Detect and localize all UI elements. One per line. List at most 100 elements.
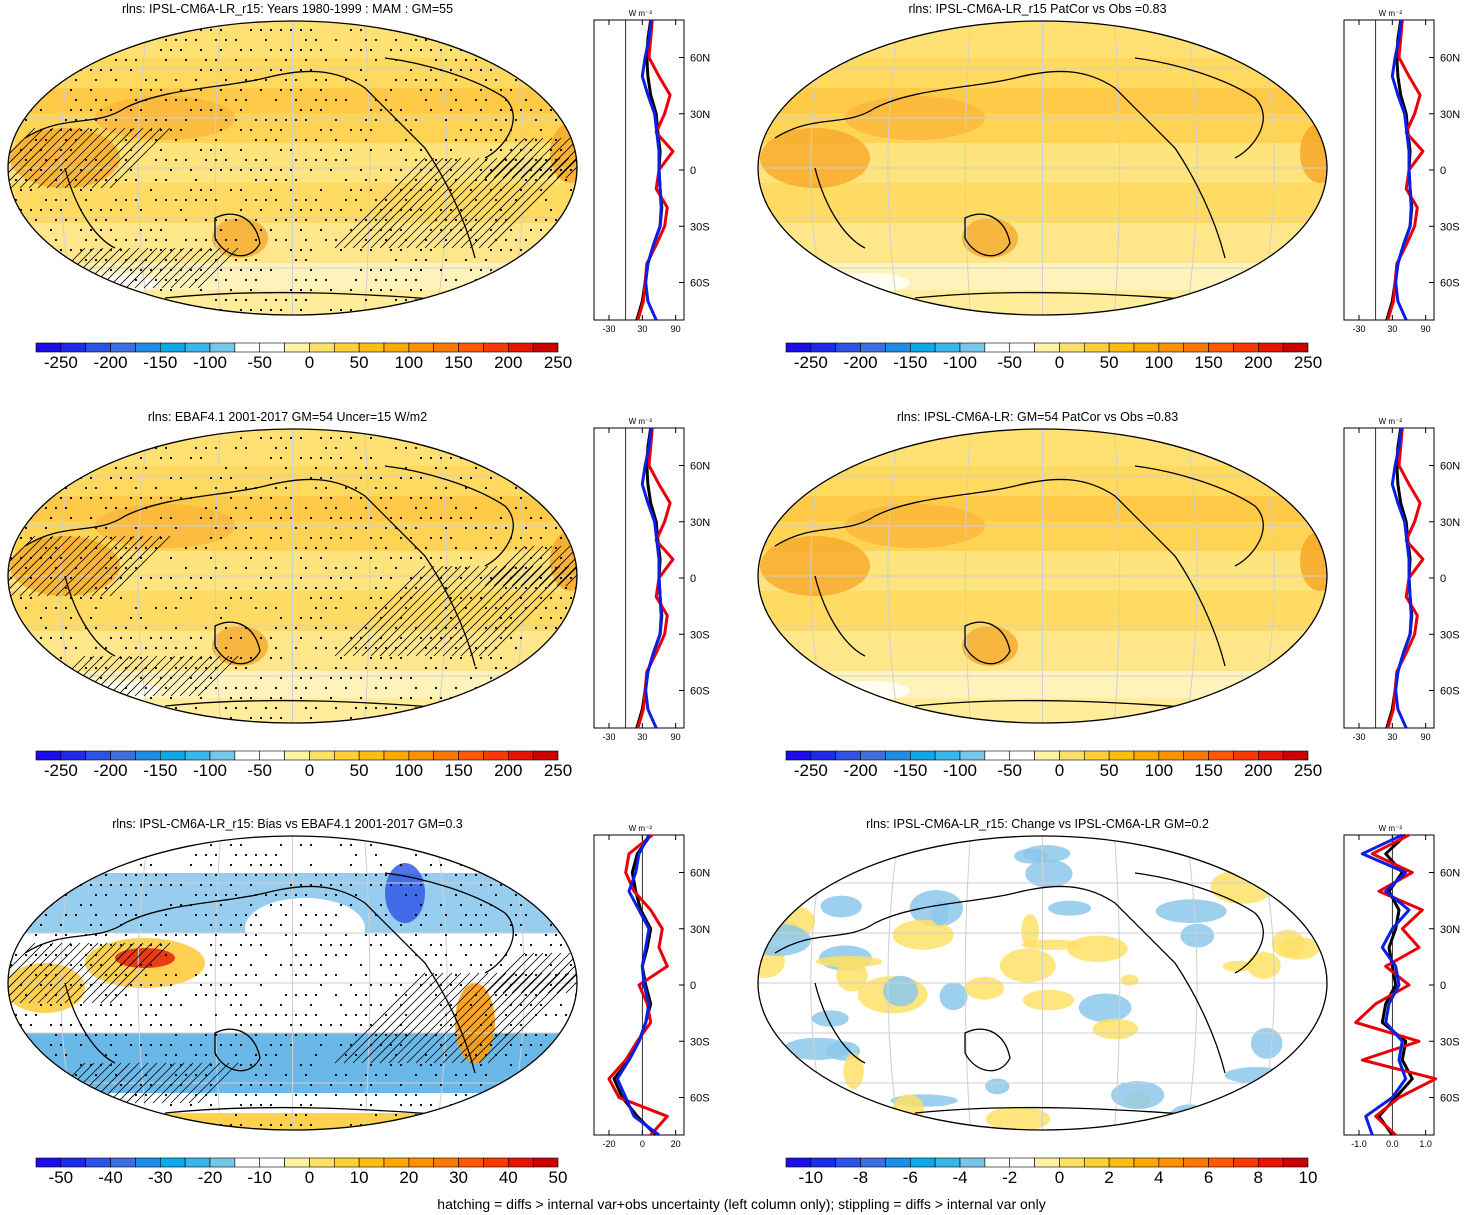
colorbar-swatch bbox=[85, 1157, 111, 1168]
colorbar-swatch bbox=[333, 750, 360, 761]
colorbar-label: -6 bbox=[902, 1168, 918, 1187]
colorbar-swatch bbox=[408, 750, 435, 761]
colorbar-swatch bbox=[984, 750, 1011, 761]
colorbar-label: -10 bbox=[247, 1168, 272, 1187]
colorbar-label: 250 bbox=[543, 353, 573, 372]
colorbar-swatch bbox=[383, 750, 410, 761]
colorbar-label: 150 bbox=[1194, 353, 1223, 372]
side-xtick: 0.0 bbox=[1386, 1139, 1399, 1147]
side-ytick: 30S bbox=[690, 221, 710, 233]
colorbar-swatch bbox=[135, 1157, 161, 1168]
colorbar-label: 100 bbox=[394, 353, 424, 372]
colorbar-swatch bbox=[934, 342, 961, 353]
colorbar-swatch bbox=[85, 750, 111, 761]
panel-p6: rlns: IPSL-CM6A-LR_r15: Change vs IPSL-C… bbox=[750, 815, 1483, 1215]
side-units: W m⁻² bbox=[1379, 9, 1403, 18]
profile-blue-line bbox=[615, 834, 660, 1137]
map-plot bbox=[757, 20, 1328, 316]
colorbar-label: 0 bbox=[304, 1168, 315, 1187]
colorbar-swatch bbox=[959, 750, 986, 761]
profile-blue-line bbox=[1360, 833, 1411, 1136]
side-xtick: -30 bbox=[1352, 732, 1365, 740]
colorbar-swatch bbox=[284, 1157, 310, 1168]
colorbar-swatch bbox=[333, 342, 360, 353]
colorbar-swatch bbox=[959, 1157, 986, 1168]
colorbar-label: -250 bbox=[43, 353, 78, 372]
colorbar-label: -40 bbox=[98, 1168, 123, 1187]
colorbar-swatch bbox=[184, 1157, 211, 1168]
map bbox=[755, 426, 1330, 731]
colorbar: -10 -8 -6 -4 -2 0 2 4 6 8 10 bbox=[785, 1155, 1317, 1187]
colorbar-swatch bbox=[1233, 750, 1259, 761]
colorbar-swatch bbox=[1034, 1157, 1060, 1168]
colorbar-label: 200 bbox=[1244, 353, 1273, 372]
side-xtick: 90 bbox=[671, 324, 681, 332]
colorbar-label: 50 bbox=[548, 1168, 568, 1187]
map-plot bbox=[757, 428, 1328, 724]
colorbar-label: 50 bbox=[1099, 353, 1119, 372]
colorbar-label: -100 bbox=[942, 353, 978, 372]
colorbar-swatch bbox=[408, 1157, 435, 1168]
colorbar-swatch bbox=[1133, 1157, 1160, 1168]
colorbar-swatch bbox=[810, 1157, 837, 1168]
colorbar-label: 250 bbox=[1293, 761, 1323, 780]
colorbar-label: 40 bbox=[498, 1168, 518, 1187]
colorbar-swatch bbox=[785, 1157, 812, 1168]
side-ytick: 30N bbox=[690, 109, 710, 121]
colorbar-swatch bbox=[284, 342, 310, 353]
colorbar-swatch bbox=[1183, 750, 1209, 761]
colorbar-swatch bbox=[1158, 342, 1185, 353]
colorbar-label: -2 bbox=[1002, 1168, 1018, 1187]
colorbar-label: -50 bbox=[997, 353, 1022, 372]
colorbar-swatch bbox=[1133, 750, 1160, 761]
colorbar-swatch bbox=[532, 342, 559, 353]
colorbar-label: 100 bbox=[1144, 353, 1174, 372]
colorbar-swatch bbox=[1009, 1157, 1035, 1168]
colorbar-swatch bbox=[284, 750, 310, 761]
colorbar-swatch bbox=[810, 750, 837, 761]
map-plot bbox=[757, 835, 1328, 1131]
map bbox=[5, 426, 580, 731]
colorbar-swatch bbox=[209, 342, 236, 353]
map bbox=[755, 833, 1330, 1138]
colorbar-swatch bbox=[309, 750, 335, 761]
zonal-mean-panel: -30 30 90 60N 30N 0 30S 60S W m⁻² bbox=[1334, 410, 1464, 745]
colorbar-swatch bbox=[1158, 1157, 1185, 1168]
side-xtick: -20 bbox=[602, 1139, 615, 1147]
side-units: W m⁻² bbox=[629, 9, 653, 18]
colorbar-swatch bbox=[1059, 1157, 1085, 1168]
colorbar-swatch bbox=[934, 750, 961, 761]
colorbar-label: -8 bbox=[853, 1168, 869, 1187]
colorbar-swatch bbox=[860, 1157, 886, 1168]
colorbar-swatch bbox=[35, 1157, 62, 1168]
colorbar-swatch bbox=[209, 1157, 236, 1168]
colorbar-swatch bbox=[309, 342, 335, 353]
panel-p3: rlns: EBAF4.1 2001-2017 GM=54 Uncer=15 W… bbox=[0, 408, 733, 808]
side-ytick: 30S bbox=[1440, 221, 1460, 233]
side-ytick: 30N bbox=[690, 924, 710, 936]
colorbar-swatch bbox=[860, 342, 886, 353]
panel-title: rlns: IPSL-CM6A-LR_r15: Years 1980-1999 … bbox=[121, 2, 454, 16]
colorbar-label: -200 bbox=[843, 761, 878, 780]
colorbar-label: -20 bbox=[197, 1168, 223, 1187]
side-xtick: -30 bbox=[1352, 324, 1365, 332]
colorbar-swatch bbox=[159, 1157, 186, 1168]
colorbar-swatches bbox=[35, 342, 559, 353]
colorbar-label: 10 bbox=[349, 1168, 369, 1187]
panel-title: rlns: IPSL-CM6A-LR: GM=54 PatCor vs Obs … bbox=[896, 410, 1179, 424]
colorbar-swatch bbox=[135, 750, 161, 761]
panel-p2: rlns: IPSL-CM6A-LR_r15 PatCor vs Obs =0.… bbox=[750, 0, 1483, 400]
colorbar-label: 200 bbox=[494, 761, 523, 780]
colorbar-swatch bbox=[507, 750, 534, 761]
colorbar-swatch bbox=[259, 750, 285, 761]
side-ytick: 30S bbox=[690, 1036, 710, 1048]
colorbar-swatch bbox=[35, 750, 62, 761]
zonal-profile-6: -1.0 0.0 1.0 60N 30N 0 30S 60S W m⁻² bbox=[1343, 824, 1460, 1149]
colorbar-label: 0 bbox=[304, 761, 315, 780]
zonal-profile-5: -20 0 20 60N 30N 0 30S 60S W m⁻² bbox=[593, 824, 710, 1149]
colorbar-swatch bbox=[259, 1157, 285, 1168]
colorbar-swatch bbox=[1282, 342, 1309, 353]
colorbar-swatch bbox=[885, 1157, 911, 1168]
side-xtick: 30 bbox=[1387, 324, 1397, 332]
colorbar-label: -100 bbox=[192, 353, 228, 372]
